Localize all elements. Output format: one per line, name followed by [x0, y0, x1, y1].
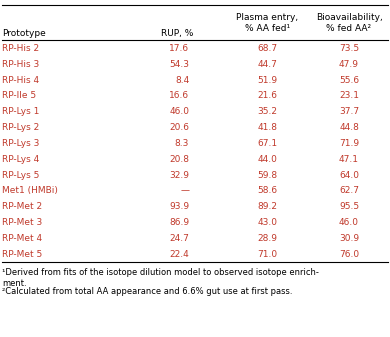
Text: 8.3: 8.3 — [175, 139, 189, 148]
Text: 54.3: 54.3 — [169, 60, 189, 69]
Text: ²Calculated from total AA appearance and 6.6% gut use at first pass.: ²Calculated from total AA appearance and… — [2, 287, 292, 296]
Text: RP-Lys 4: RP-Lys 4 — [2, 155, 39, 164]
Text: RP-His 4: RP-His 4 — [2, 75, 39, 85]
Text: 71.0: 71.0 — [257, 250, 277, 259]
Text: RP-Lys 1: RP-Lys 1 — [2, 107, 39, 116]
Text: RUP, %: RUP, % — [161, 29, 194, 38]
Text: RP-Lys 2: RP-Lys 2 — [2, 123, 39, 132]
Text: 93.9: 93.9 — [169, 202, 189, 211]
Text: 44.7: 44.7 — [257, 60, 277, 69]
Text: 47.1: 47.1 — [339, 155, 359, 164]
Text: 17.6: 17.6 — [169, 44, 189, 53]
Text: 44.8: 44.8 — [339, 123, 359, 132]
Text: Met1 (HMBi): Met1 (HMBi) — [2, 186, 58, 195]
Text: 73.5: 73.5 — [339, 44, 359, 53]
Text: 35.2: 35.2 — [257, 107, 277, 116]
Text: RP-Ile 5: RP-Ile 5 — [2, 91, 36, 100]
Text: 22.4: 22.4 — [169, 250, 189, 259]
Text: 51.9: 51.9 — [257, 75, 277, 85]
Text: RP-His 2: RP-His 2 — [2, 44, 39, 53]
Text: RP-Lys 5: RP-Lys 5 — [2, 171, 39, 180]
Text: 41.8: 41.8 — [257, 123, 277, 132]
Text: 59.8: 59.8 — [257, 171, 277, 180]
Text: 58.6: 58.6 — [257, 186, 277, 195]
Text: 67.1: 67.1 — [257, 139, 277, 148]
Text: 21.6: 21.6 — [257, 91, 277, 100]
Text: ¹Derived from fits of the isotope dilution model to observed isotope enrich-
men: ¹Derived from fits of the isotope diluti… — [2, 268, 319, 288]
Text: RP-His 3: RP-His 3 — [2, 60, 39, 69]
Text: 32.9: 32.9 — [169, 171, 189, 180]
Text: Bioavailability,
% fed AA²: Bioavailability, % fed AA² — [316, 13, 383, 33]
Text: 68.7: 68.7 — [257, 44, 277, 53]
Text: 46.0: 46.0 — [339, 218, 359, 227]
Text: 89.2: 89.2 — [257, 202, 277, 211]
Text: RP-Met 5: RP-Met 5 — [2, 250, 42, 259]
Text: —: — — [180, 186, 189, 195]
Text: Prototype: Prototype — [2, 29, 46, 38]
Text: 95.5: 95.5 — [339, 202, 359, 211]
Text: 62.7: 62.7 — [339, 186, 359, 195]
Text: RP-Met 4: RP-Met 4 — [2, 234, 42, 243]
Text: 43.0: 43.0 — [257, 218, 277, 227]
Text: 76.0: 76.0 — [339, 250, 359, 259]
Text: 44.0: 44.0 — [257, 155, 277, 164]
Text: 71.9: 71.9 — [339, 139, 359, 148]
Text: 30.9: 30.9 — [339, 234, 359, 243]
Text: 8.4: 8.4 — [175, 75, 189, 85]
Text: 28.9: 28.9 — [257, 234, 277, 243]
Text: 24.7: 24.7 — [169, 234, 189, 243]
Text: 47.9: 47.9 — [339, 60, 359, 69]
Text: 20.6: 20.6 — [169, 123, 189, 132]
Text: RP-Met 3: RP-Met 3 — [2, 218, 42, 227]
Text: 16.6: 16.6 — [169, 91, 189, 100]
Text: RP-Lys 3: RP-Lys 3 — [2, 139, 39, 148]
Text: 46.0: 46.0 — [169, 107, 189, 116]
Text: 37.7: 37.7 — [339, 107, 359, 116]
Text: 55.6: 55.6 — [339, 75, 359, 85]
Text: 86.9: 86.9 — [169, 218, 189, 227]
Text: Plasma entry,
% AA fed¹: Plasma entry, % AA fed¹ — [236, 13, 298, 33]
Text: 23.1: 23.1 — [339, 91, 359, 100]
Text: 20.8: 20.8 — [169, 155, 189, 164]
Text: 64.0: 64.0 — [339, 171, 359, 180]
Text: RP-Met 2: RP-Met 2 — [2, 202, 42, 211]
